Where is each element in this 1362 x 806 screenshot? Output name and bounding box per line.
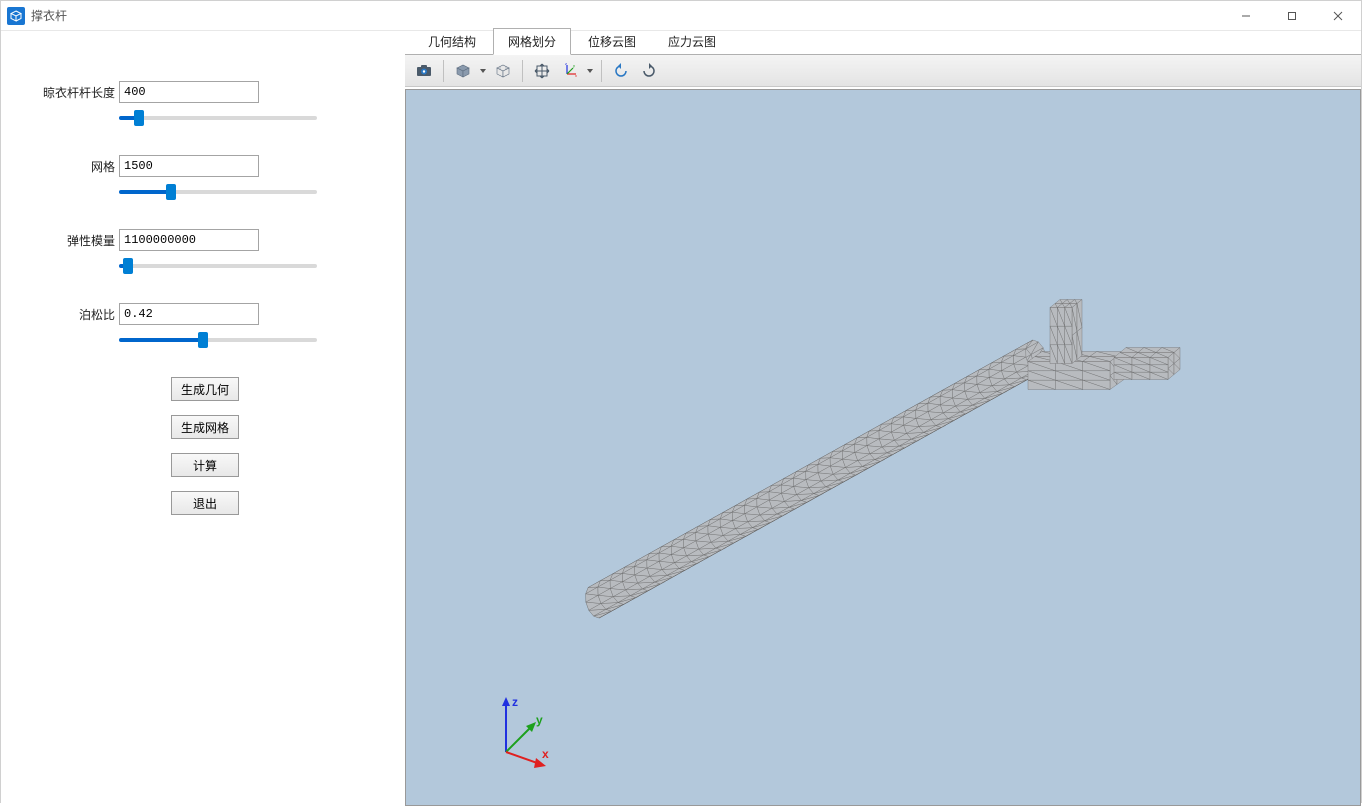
svg-text:x: x [575, 73, 577, 78]
tab-mesh[interactable]: 网格划分 [493, 28, 571, 55]
toolbar-separator [443, 60, 444, 82]
axes-orientation-dropdown[interactable] [585, 58, 595, 84]
svg-text:x: x [542, 747, 549, 761]
view-style-dropdown[interactable] [478, 58, 488, 84]
axes-orientation-icon[interactable]: z xy [557, 58, 583, 84]
poisson-label: 泊松比 [41, 306, 119, 323]
tab-geometry[interactable]: 几何结构 [413, 28, 491, 54]
svg-text:z: z [512, 695, 518, 709]
3d-viewport[interactable]: z y x [405, 89, 1361, 806]
generate-geometry-button[interactable]: 生成几何 [171, 377, 239, 401]
maximize-button[interactable] [1269, 1, 1315, 31]
view-toolbar: z xy [405, 55, 1361, 87]
rotate-cw-icon[interactable] [636, 58, 662, 84]
length-input[interactable] [119, 81, 259, 103]
titlebar: 撑衣杆 [1, 1, 1361, 31]
screenshot-icon[interactable] [411, 58, 437, 84]
tabs: 几何结构 网格划分 位移云图 应力云图 [405, 31, 1361, 55]
reset-view-icon[interactable] [529, 58, 555, 84]
body-area: 晾衣杆杆长度 网格 弹性模量 泊松比 [1, 31, 1361, 806]
compute-button[interactable]: 计算 [171, 453, 239, 477]
view-style-icon[interactable] [450, 58, 476, 84]
app-window: 撑衣杆 晾衣杆杆长度 网格 [0, 0, 1362, 803]
orientation-triad: z y x [486, 692, 566, 775]
svg-text:z: z [565, 62, 567, 66]
window-title: 撑衣杆 [31, 7, 67, 24]
youngs-slider[interactable] [119, 264, 317, 268]
toolbar-separator [601, 60, 602, 82]
length-label: 晾衣杆杆长度 [41, 84, 119, 101]
youngs-input[interactable] [119, 229, 259, 251]
tab-stress[interactable]: 应力云图 [653, 28, 731, 54]
poisson-input[interactable] [119, 303, 259, 325]
surface-edges-icon[interactable] [490, 58, 516, 84]
close-button[interactable] [1315, 1, 1361, 31]
mesh-slider[interactable] [119, 190, 317, 194]
poisson-slider[interactable] [119, 338, 317, 342]
exit-button[interactable]: 退出 [171, 491, 239, 515]
generate-mesh-button[interactable]: 生成网格 [171, 415, 239, 439]
toolbar-separator [522, 60, 523, 82]
length-slider[interactable] [119, 116, 317, 120]
tab-displacement[interactable]: 位移云图 [573, 28, 651, 54]
parameters-panel: 晾衣杆杆长度 网格 弹性模量 泊松比 [1, 31, 405, 806]
mesh-input[interactable] [119, 155, 259, 177]
mesh-label: 网格 [41, 158, 119, 175]
svg-text:y: y [536, 713, 543, 727]
app-icon [7, 7, 25, 25]
minimize-button[interactable] [1223, 1, 1269, 31]
rotate-ccw-icon[interactable] [608, 58, 634, 84]
view-panel: 几何结构 网格划分 位移云图 应力云图 [405, 31, 1361, 806]
youngs-label: 弹性模量 [41, 232, 119, 249]
svg-text:y: y [573, 63, 575, 68]
